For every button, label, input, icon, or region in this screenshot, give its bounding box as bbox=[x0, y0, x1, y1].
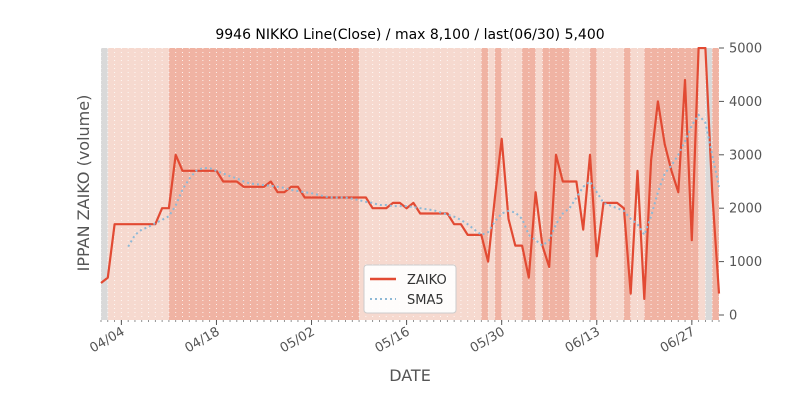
x-axis-label: DATE bbox=[389, 366, 431, 385]
background-band bbox=[569, 48, 590, 320]
x-tick-label: 06/13 bbox=[563, 324, 603, 356]
series-lines bbox=[99, 0, 721, 301]
y-axis-ticks: 0 1000 2000 3000 4000 5000 bbox=[719, 42, 762, 324]
legend-label-sma5: SMA5 bbox=[407, 293, 444, 308]
background-band bbox=[494, 48, 502, 320]
background-band bbox=[107, 48, 169, 320]
y-tick-label: 4000 bbox=[729, 95, 762, 110]
x-tick-label: 04/18 bbox=[183, 324, 223, 356]
background-band bbox=[698, 48, 706, 320]
background-band bbox=[535, 48, 543, 320]
y-tick-label: 2000 bbox=[729, 202, 762, 217]
x-tick-label: 06/27 bbox=[658, 324, 698, 356]
background-band bbox=[481, 48, 489, 320]
background-band bbox=[589, 48, 597, 320]
background-band bbox=[542, 48, 550, 320]
x-tick-label: 04/04 bbox=[87, 324, 127, 356]
background-band bbox=[488, 48, 495, 320]
background-band bbox=[712, 48, 719, 320]
y-tick-label: 0 bbox=[729, 309, 737, 324]
y-tick-label: 1000 bbox=[729, 255, 762, 270]
chart-title: 9946 NIKKO Line(Close) / max 8,100 / las… bbox=[215, 27, 604, 43]
legend-label-zaiko: ZAIKO bbox=[407, 273, 447, 288]
legend-box bbox=[363, 264, 457, 314]
plot-top-mask bbox=[99, 0, 721, 47]
legend: ZAIKO SMA5 bbox=[363, 264, 457, 314]
x-tick-label: 05/02 bbox=[278, 324, 318, 356]
background-band bbox=[623, 48, 631, 320]
background-band bbox=[705, 48, 713, 320]
y-tick-label: 5000 bbox=[729, 42, 762, 57]
y-tick-label: 3000 bbox=[729, 148, 762, 163]
series-line-zaiko bbox=[100, 46, 721, 301]
x-tick-label: 05/16 bbox=[373, 324, 413, 356]
x-axis-ticks: 04/04 04/18 05/02 05/16 05/30 06/13 06/27 bbox=[87, 320, 720, 356]
y-axis-label: IPPAN ZAIKO (volume) bbox=[74, 95, 93, 272]
background-band bbox=[101, 48, 108, 320]
x-tick-label: 05/30 bbox=[468, 324, 508, 356]
background-band bbox=[549, 48, 570, 320]
background-band bbox=[501, 48, 523, 320]
